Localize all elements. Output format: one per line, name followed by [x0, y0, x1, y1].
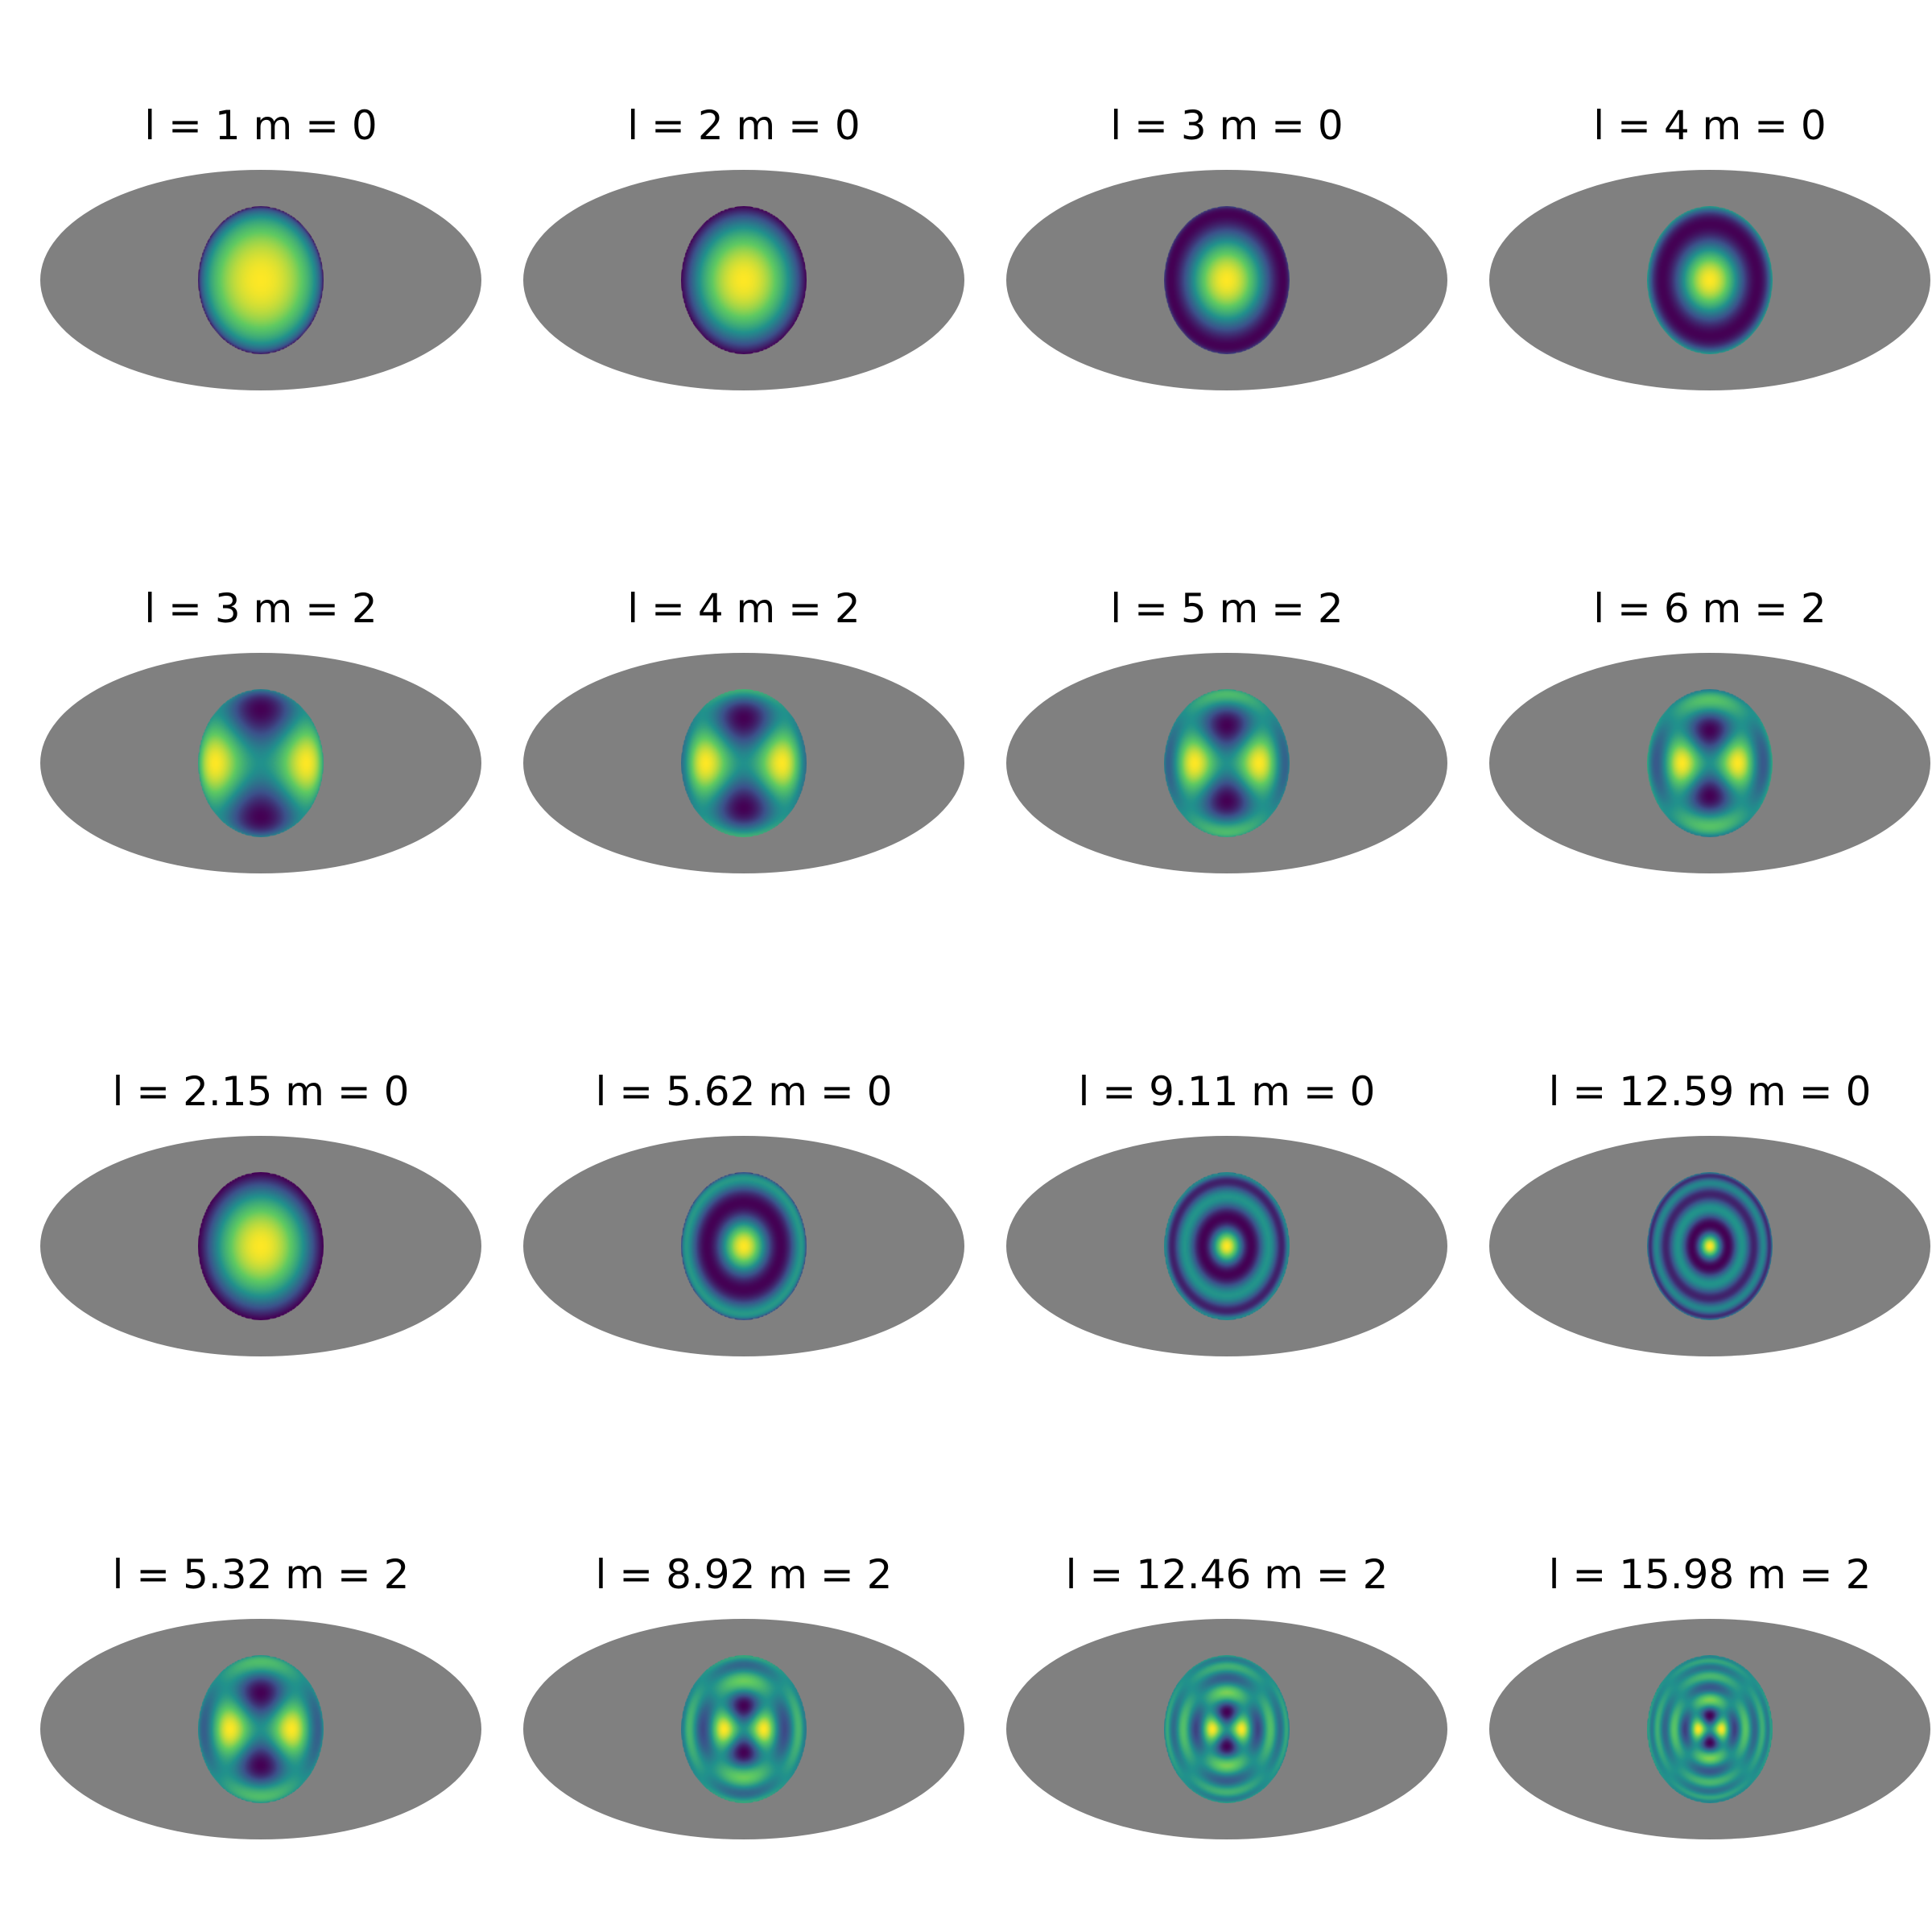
panel-title: l = 5.32 m = 2 [113, 1551, 410, 1598]
panel-title: l = 2.15 m = 0 [113, 1068, 410, 1115]
panel-title: l = 9.11 m = 0 [1079, 1068, 1376, 1115]
harmonic-heatmap [681, 206, 807, 354]
map-panel: l = 3 m = 0 [1006, 102, 1447, 390]
harmonic-heatmap [198, 1172, 324, 1320]
harmonic-heatmap [1647, 1655, 1773, 1803]
map-panel: l = 5.32 m = 2 [40, 1551, 481, 1839]
map-panel: l = 9.11 m = 0 [1006, 1068, 1447, 1356]
map-panel: l = 12.59 m = 0 [1489, 1068, 1930, 1356]
map-panel: l = 15.98 m = 2 [1489, 1551, 1930, 1839]
panel-title: l = 3 m = 0 [1110, 102, 1343, 149]
harmonic-heatmap [681, 1172, 807, 1320]
map-panel: l = 3 m = 2 [40, 585, 481, 873]
harmonic-heatmap [681, 689, 807, 837]
map-panel: l = 12.46 m = 2 [1006, 1551, 1447, 1839]
harmonic-heatmap [1164, 206, 1290, 354]
harmonic-heatmap [1164, 1655, 1290, 1803]
map-panel: l = 4 m = 2 [523, 585, 964, 873]
panel-title: l = 6 m = 2 [1593, 585, 1826, 632]
panel-title: l = 12.59 m = 0 [1549, 1068, 1872, 1115]
harmonic-heatmap [198, 1655, 324, 1803]
panel-title: l = 1 m = 0 [144, 102, 377, 149]
map-panel: l = 5.62 m = 0 [523, 1068, 964, 1356]
map-panel: l = 2 m = 0 [523, 102, 964, 390]
harmonic-heatmap [1647, 1172, 1773, 1320]
harmonic-heatmap [1647, 206, 1773, 354]
panel-title: l = 2 m = 0 [627, 102, 860, 149]
harmonic-heatmap [1647, 689, 1773, 837]
panel-title: l = 3 m = 2 [144, 585, 377, 632]
panel-title: l = 4 m = 2 [627, 585, 860, 632]
panel-title: l = 12.46 m = 2 [1066, 1551, 1389, 1598]
panel-title: l = 15.98 m = 2 [1549, 1551, 1872, 1598]
panel-title: l = 5 m = 2 [1110, 585, 1343, 632]
map-panel: l = 6 m = 2 [1489, 585, 1930, 873]
map-panel: l = 1 m = 0 [40, 102, 481, 390]
harmonic-heatmap [1164, 689, 1290, 837]
harmonic-heatmap [681, 1655, 807, 1803]
map-panel: l = 4 m = 0 [1489, 102, 1930, 390]
harmonic-heatmap [198, 206, 324, 354]
harmonic-heatmap [1164, 1172, 1290, 1320]
panel-title: l = 5.62 m = 0 [596, 1068, 893, 1115]
map-panel: l = 8.92 m = 2 [523, 1551, 964, 1839]
map-panel: l = 2.15 m = 0 [40, 1068, 481, 1356]
panel-title: l = 4 m = 0 [1593, 102, 1826, 149]
panel-title: l = 8.92 m = 2 [596, 1551, 893, 1598]
map-panel: l = 5 m = 2 [1006, 585, 1447, 873]
harmonic-heatmap [198, 689, 324, 837]
